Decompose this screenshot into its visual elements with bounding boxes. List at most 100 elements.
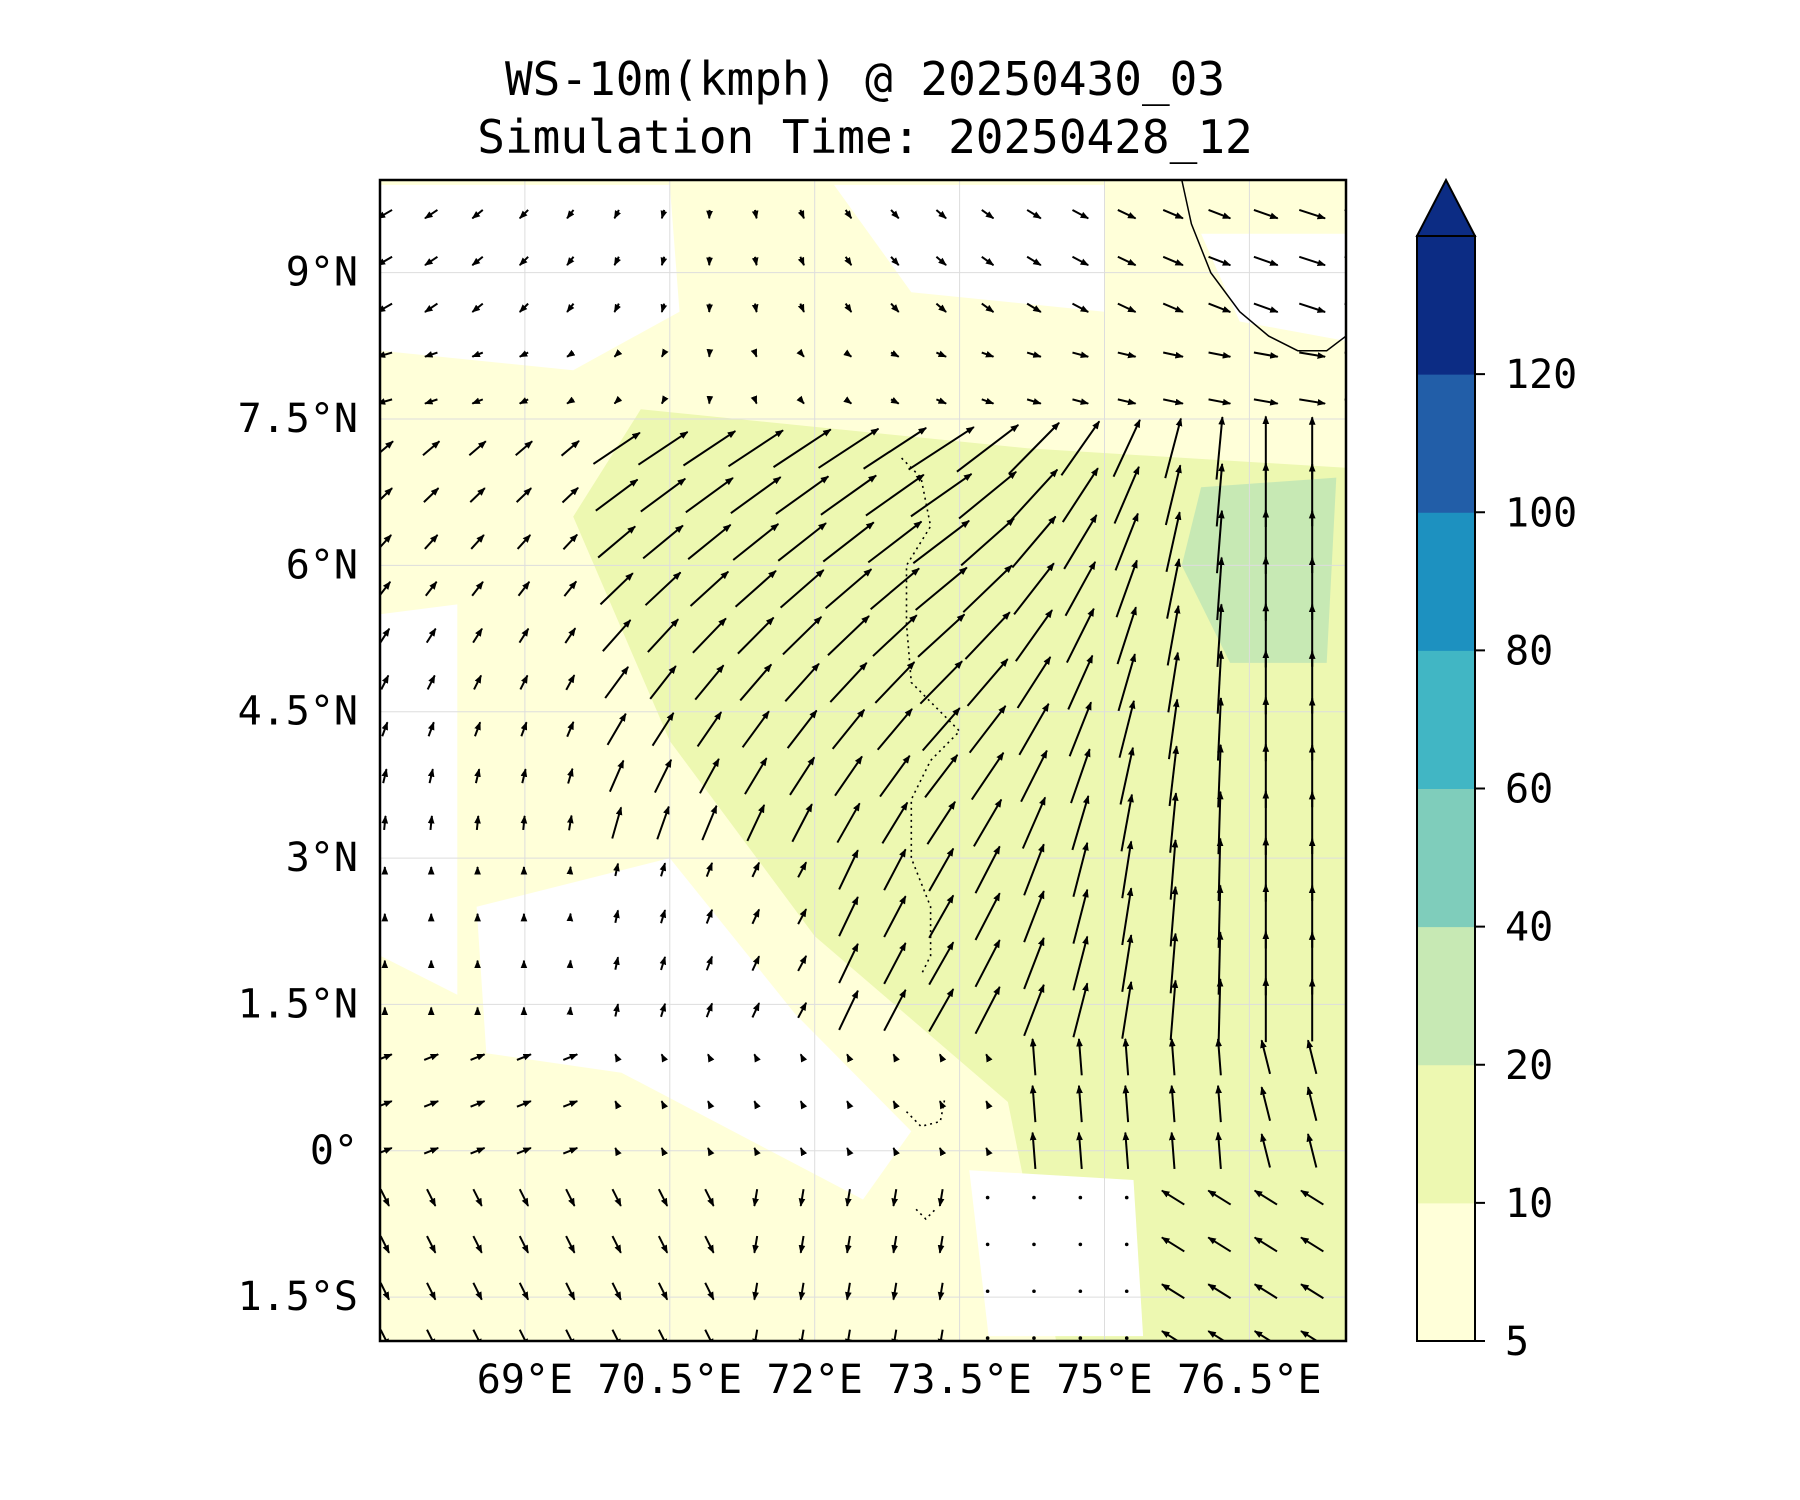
wind-vector xyxy=(613,1003,620,1017)
wind-vector xyxy=(472,627,483,644)
lat-tick-label: 4.5°N xyxy=(238,689,358,735)
wind-vector xyxy=(1344,398,1346,401)
wind-vector xyxy=(518,1188,530,1207)
fuvahmulah-outline xyxy=(905,1096,946,1128)
wind-vector xyxy=(750,348,758,358)
wind-vector xyxy=(892,1053,900,1063)
wind-vector xyxy=(423,1100,439,1108)
wind-vector xyxy=(798,1282,806,1301)
wind-vector xyxy=(797,1001,808,1019)
lat-tick-label: 1.5°S xyxy=(238,1274,358,1320)
wind-vector xyxy=(649,665,677,700)
wind-vector xyxy=(935,302,947,313)
wind-vector xyxy=(964,611,1011,660)
wind-vector xyxy=(843,396,853,405)
wind-vector xyxy=(734,570,777,608)
wind-vector-calm xyxy=(1078,1242,1083,1247)
wind-vector xyxy=(566,959,574,969)
wind-vector xyxy=(470,534,485,550)
wind-vector xyxy=(651,712,675,747)
wind-vector xyxy=(846,1100,854,1110)
wind-vector xyxy=(1072,255,1089,267)
wind-vector xyxy=(1216,978,1224,1042)
wind-vector xyxy=(380,487,393,502)
colorbar-extend-max-triangle xyxy=(1415,177,1477,237)
wind-vector xyxy=(845,1189,852,1207)
wind-vector xyxy=(562,533,578,551)
wind-vector xyxy=(515,487,532,503)
wind-vector xyxy=(919,660,963,705)
wind-vector xyxy=(892,1147,900,1157)
wind-vector xyxy=(423,1147,439,1155)
wind-vector xyxy=(796,348,805,358)
wind-vector xyxy=(1166,558,1181,619)
colorbar-segment xyxy=(1417,236,1475,375)
wind-vector xyxy=(1026,351,1042,358)
wind-vector xyxy=(566,209,575,220)
wind-vector xyxy=(562,1100,579,1108)
wind-vector xyxy=(423,487,440,503)
wind-vector xyxy=(1208,398,1232,406)
wind-vector xyxy=(1072,351,1090,359)
wind-vector xyxy=(730,476,782,514)
wind-vector xyxy=(1072,209,1089,220)
shade-below-5-0 xyxy=(380,184,680,371)
wind-vector xyxy=(611,1282,622,1301)
wind-vector xyxy=(845,1235,852,1254)
wind-vector xyxy=(424,397,438,405)
wind-vector xyxy=(614,1053,622,1063)
wind-vector xyxy=(827,615,870,656)
shade-below-5-2 xyxy=(476,858,912,1200)
wind-vector xyxy=(1122,1131,1130,1170)
wind-vector xyxy=(642,524,684,560)
wind-vector xyxy=(1029,1038,1037,1076)
wind-vector xyxy=(518,1329,529,1341)
wind-vector xyxy=(1260,1086,1271,1121)
wind-vector xyxy=(751,1002,761,1018)
map-frame xyxy=(378,178,1348,1343)
wind-vector xyxy=(872,614,918,657)
wind-vector xyxy=(1298,208,1326,220)
wind-vector xyxy=(751,908,761,925)
wind-vector xyxy=(687,523,732,560)
wind-vector xyxy=(1298,302,1326,313)
wind-vector xyxy=(1065,607,1095,664)
wind-vector xyxy=(519,674,529,690)
wind-vector xyxy=(1253,1236,1278,1253)
wind-vector xyxy=(829,662,868,703)
wind-vector xyxy=(1306,1133,1318,1168)
wind-vector xyxy=(1300,1330,1319,1341)
wind-vector xyxy=(1119,746,1135,805)
wind-vector xyxy=(1165,511,1182,573)
wind-vector xyxy=(566,396,576,405)
wind-vector xyxy=(520,721,528,737)
wind-vector xyxy=(1122,1038,1130,1076)
wind-vector xyxy=(915,566,968,611)
wind-vector xyxy=(1072,982,1089,1038)
wind-vector xyxy=(1076,1131,1083,1170)
wind-vector-calm xyxy=(1078,1336,1083,1340)
wind-vector xyxy=(608,759,625,793)
wind-vector xyxy=(613,303,621,313)
wind-vector xyxy=(981,209,995,220)
wind-vector xyxy=(694,664,725,701)
wind-vector-calm xyxy=(1124,1336,1129,1340)
wind-vector xyxy=(1117,398,1137,406)
wind-vector-calm xyxy=(1078,1195,1083,1200)
wind-vector xyxy=(614,1100,622,1110)
wind-vector xyxy=(1020,749,1048,803)
wind-vector xyxy=(883,848,907,891)
wind-vector xyxy=(1169,839,1179,900)
lat-tick-label: 6°N xyxy=(286,542,358,588)
lon-tick-label: 73.5°E xyxy=(887,1357,1032,1403)
wind-vector xyxy=(592,431,641,465)
wind-vector xyxy=(1161,1236,1185,1253)
wind-vector xyxy=(786,709,818,749)
wind-speed-shading xyxy=(380,180,1346,1341)
wind-vector xyxy=(704,1188,715,1207)
wind-vector xyxy=(1023,843,1045,896)
wind-vector xyxy=(1215,416,1226,480)
wind-vector xyxy=(659,862,667,877)
wind-vector xyxy=(892,1100,900,1110)
wind-vector xyxy=(962,564,1013,613)
